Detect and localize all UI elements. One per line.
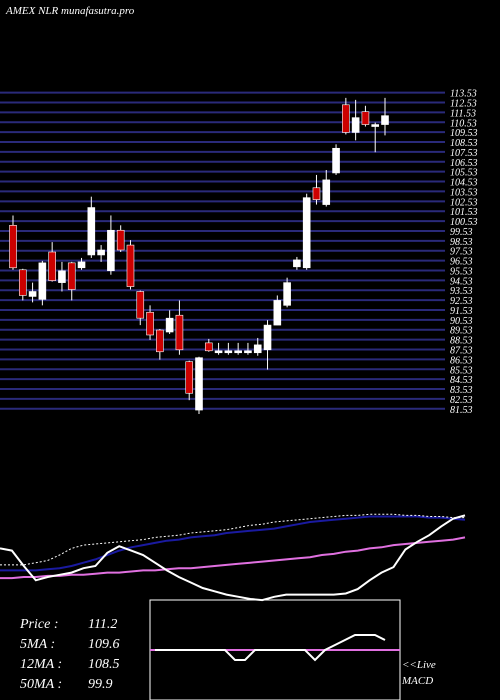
stat-label: 50MA : [20, 677, 62, 692]
y-tick-label: 82.53 [450, 395, 473, 406]
y-tick-label: 96.53 [450, 257, 473, 268]
candle-body [293, 259, 301, 268]
indicator-line [0, 536, 466, 580]
candle-body [146, 311, 154, 336]
candle-body [322, 179, 331, 205]
y-tick-label: 99.53 [450, 227, 473, 238]
chart-title: AMEX NLR munafasutra.pro [5, 5, 135, 17]
y-tick-label: 106.53 [450, 158, 478, 169]
y-tick-label: 108.53 [450, 138, 478, 149]
y-tick-label: 101.53 [450, 207, 478, 218]
stat-label: Price : [19, 617, 58, 632]
y-tick-label: 100.53 [450, 217, 478, 228]
y-tick-label: 110.53 [450, 118, 477, 129]
indicator-line [0, 514, 466, 602]
y-tick-label: 84.53 [450, 375, 473, 386]
candle-body [204, 342, 213, 352]
macd-line [155, 634, 386, 662]
candle-body [273, 300, 282, 326]
y-tick-label: 93.53 [450, 286, 473, 297]
y-tick-label: 102.53 [450, 197, 478, 208]
indicator-line [0, 513, 465, 566]
candle-body [175, 314, 184, 351]
stat-label: 5MA : [20, 637, 55, 652]
candle-body [48, 251, 56, 281]
candle-body [87, 207, 96, 256]
y-tick-label: 85.53 [450, 365, 473, 376]
candle-body [156, 329, 164, 353]
y-tick-label: 83.53 [450, 385, 473, 396]
candle-body [263, 324, 272, 351]
y-tick-label: 98.53 [450, 237, 473, 248]
candle-body [342, 104, 350, 133]
candle-body [185, 361, 194, 394]
candle-body [67, 262, 76, 290]
candle-body [107, 229, 115, 272]
y-tick-label: 97.53 [450, 247, 473, 258]
candle-body [165, 317, 174, 333]
candle-body [253, 344, 262, 354]
y-tick-label: 94.53 [450, 276, 473, 287]
y-tick-label: 95.53 [450, 266, 473, 277]
candle-body [77, 261, 86, 269]
indicator-line [0, 515, 466, 572]
stat-value: 108.5 [88, 657, 120, 672]
candle-body [224, 350, 233, 354]
y-tick-label: 87.53 [450, 346, 473, 357]
y-tick-label: 88.53 [450, 336, 473, 347]
candle-body [18, 269, 27, 296]
macd-label: MACD [401, 675, 433, 687]
candle-body [371, 124, 380, 127]
candle-body [195, 357, 203, 411]
candle-body [283, 282, 291, 306]
y-tick-label: 92.53 [450, 296, 473, 307]
candle-body [234, 350, 242, 354]
y-tick-label: 104.53 [450, 178, 478, 189]
y-tick-label: 91.53 [450, 306, 473, 317]
candle-body [302, 197, 311, 269]
candle-body [9, 225, 17, 269]
y-tick-label: 90.53 [450, 316, 473, 327]
candle-body [332, 147, 340, 174]
y-tick-label: 105.53 [450, 168, 478, 179]
y-tick-label: 112.53 [450, 99, 477, 110]
candle-body [116, 229, 125, 251]
y-tick-label: 81.53 [450, 405, 473, 416]
candle-body [312, 187, 321, 200]
candle-body [361, 111, 370, 125]
y-tick-label: 89.53 [450, 326, 473, 337]
y-tick-label: 111.53 [450, 108, 476, 119]
stat-value: 99.9 [88, 677, 113, 692]
candle-body [136, 291, 145, 319]
y-tick-label: 113.53 [450, 89, 477, 100]
candle-body [214, 350, 223, 354]
stat-label: 12MA : [20, 657, 62, 672]
y-tick-label: 103.53 [450, 187, 478, 198]
candle-body [58, 270, 66, 283]
candle-body [126, 244, 135, 287]
y-tick-label: 107.53 [450, 148, 478, 159]
candle-body [381, 115, 389, 125]
y-tick-label: 86.53 [450, 355, 473, 366]
candle-body [28, 291, 37, 297]
candle-body [244, 350, 252, 354]
y-tick-label: 109.53 [450, 128, 478, 139]
stat-value: 109.6 [88, 637, 120, 652]
stat-value: 111.2 [88, 617, 117, 632]
candle-body [351, 117, 360, 133]
candle-body [38, 262, 47, 300]
live-label: <<Live [402, 659, 436, 671]
candle-body [97, 249, 105, 256]
